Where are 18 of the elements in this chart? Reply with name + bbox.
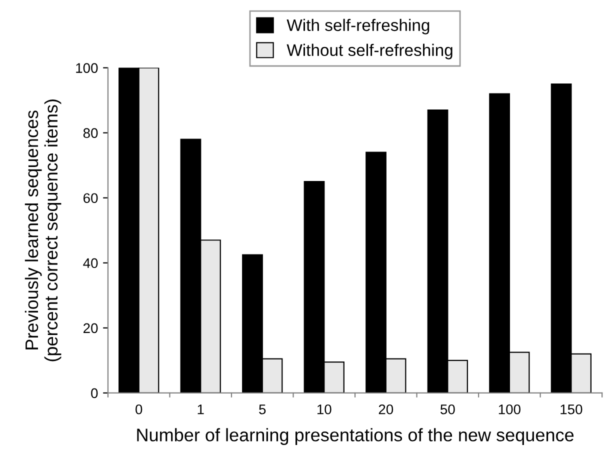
x-tick-label: 5 <box>259 404 266 414</box>
y-tick-label: 40 <box>83 258 98 268</box>
x-tick-label: 10 <box>317 404 332 414</box>
x-tick-label: 100 <box>498 404 520 414</box>
x-tick-label: 150 <box>560 404 582 414</box>
y-tick-label: 0 <box>91 388 98 398</box>
legend-label: With self-refreshing <box>286 18 430 34</box>
x-axis-title: Number of learning presentations of the new sequence <box>137 428 574 445</box>
y-tick-label: 100 <box>76 63 98 73</box>
legend-label: Without self-refreshing <box>286 44 452 60</box>
y-tick-label: 80 <box>83 128 98 138</box>
x-tick-label: 0 <box>136 404 142 414</box>
y-tick-label: 20 <box>84 323 98 334</box>
y-tick-label: 60 <box>84 193 98 204</box>
x-tick-label: 50 <box>440 404 455 414</box>
x-tick-label: 1 <box>198 404 204 414</box>
y-axis-title: Previously learned sequences (percent correct sequence items) <box>24 100 62 362</box>
x-tick-label: 20 <box>378 404 394 414</box>
